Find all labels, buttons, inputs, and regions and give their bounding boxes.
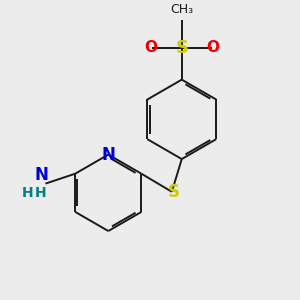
Text: H: H xyxy=(22,186,33,200)
Text: S: S xyxy=(168,183,180,201)
Text: N: N xyxy=(34,166,48,184)
Text: CH₃: CH₃ xyxy=(170,3,193,16)
Text: O: O xyxy=(206,40,219,56)
Text: S: S xyxy=(175,39,188,57)
Text: N: N xyxy=(101,146,115,164)
Text: H: H xyxy=(35,186,46,200)
Text: O: O xyxy=(145,40,158,56)
